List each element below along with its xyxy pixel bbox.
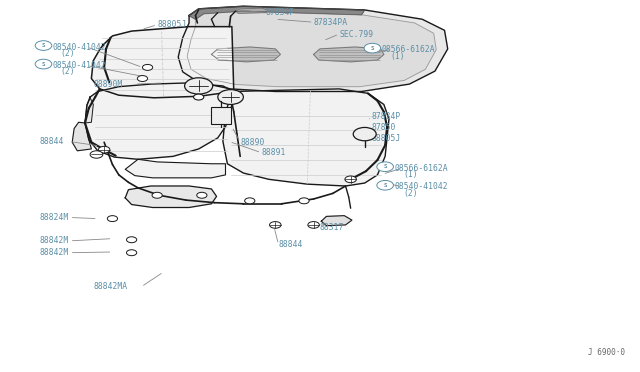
Circle shape (35, 59, 52, 69)
Text: 88842M: 88842M (39, 236, 68, 246)
Circle shape (244, 198, 255, 204)
Polygon shape (85, 83, 234, 159)
Circle shape (35, 41, 52, 50)
Circle shape (308, 222, 319, 228)
Circle shape (184, 78, 212, 94)
Text: 88844: 88844 (278, 240, 303, 249)
Text: 88890M: 88890M (93, 80, 122, 89)
Text: 88842M: 88842M (39, 248, 68, 257)
Text: 87834P: 87834P (266, 8, 295, 17)
Circle shape (143, 64, 153, 70)
Polygon shape (189, 6, 365, 19)
Polygon shape (125, 159, 225, 178)
Text: 08540-41042: 08540-41042 (52, 42, 106, 51)
Text: S: S (371, 46, 374, 51)
Circle shape (269, 222, 281, 228)
Text: 88842MA: 88842MA (93, 282, 127, 291)
Text: (2): (2) (60, 49, 75, 58)
Polygon shape (314, 47, 384, 62)
Polygon shape (125, 186, 216, 208)
Circle shape (90, 151, 103, 158)
Text: 88805J: 88805J (371, 134, 401, 143)
Text: 08540-41042: 08540-41042 (394, 182, 448, 191)
Circle shape (299, 198, 309, 204)
Text: 88844: 88844 (39, 137, 63, 146)
Circle shape (127, 250, 137, 256)
Circle shape (99, 146, 110, 153)
Polygon shape (223, 89, 389, 186)
Circle shape (196, 192, 207, 198)
Text: (1): (1) (390, 52, 405, 61)
Text: S: S (383, 183, 387, 188)
Text: (1): (1) (403, 170, 418, 179)
Polygon shape (92, 27, 234, 98)
Circle shape (108, 216, 118, 222)
Text: 87850: 87850 (371, 123, 396, 132)
Text: 08540-41042: 08540-41042 (52, 61, 106, 70)
Text: 87834P: 87834P (371, 112, 401, 121)
Circle shape (364, 43, 381, 53)
Text: 88805J: 88805J (157, 20, 186, 29)
Circle shape (377, 180, 394, 190)
Circle shape (377, 162, 394, 171)
Text: 88317: 88317 (320, 223, 344, 232)
Text: 08566-6162A: 08566-6162A (394, 164, 448, 173)
Circle shape (127, 237, 137, 243)
Circle shape (345, 176, 356, 183)
Circle shape (152, 192, 163, 198)
Text: (2): (2) (60, 67, 75, 76)
Text: J 6900·0: J 6900·0 (588, 348, 625, 357)
Circle shape (193, 94, 204, 100)
Text: S: S (383, 164, 387, 169)
Polygon shape (187, 11, 436, 87)
Bar (211, 108, 230, 124)
Polygon shape (321, 216, 352, 226)
Circle shape (353, 128, 376, 141)
Polygon shape (72, 122, 92, 151)
Polygon shape (178, 6, 448, 92)
Circle shape (218, 90, 243, 105)
Text: 87834PA: 87834PA (314, 18, 348, 27)
Text: 88891: 88891 (261, 148, 285, 157)
Polygon shape (236, 8, 268, 13)
Text: (2): (2) (403, 189, 418, 198)
Text: SEC.799: SEC.799 (339, 29, 373, 39)
Circle shape (138, 76, 148, 81)
Polygon shape (85, 98, 93, 123)
Text: 08566-6162A: 08566-6162A (381, 45, 435, 54)
Text: S: S (42, 62, 45, 67)
Text: 88890: 88890 (240, 138, 264, 147)
Text: S: S (42, 43, 45, 48)
Polygon shape (211, 47, 280, 62)
Text: 88824M: 88824M (39, 213, 68, 222)
